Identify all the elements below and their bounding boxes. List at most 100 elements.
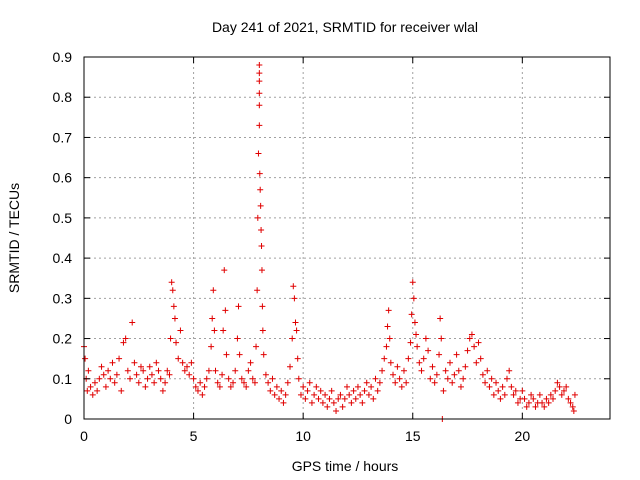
data-point [350,387,357,394]
data-point [155,367,162,374]
data-point [396,375,403,382]
y-tick-label: 0.5 [53,210,73,226]
data-point [440,387,447,394]
data-point [556,383,563,390]
data-point [328,387,335,394]
data-point [394,363,401,370]
data-point [398,383,405,390]
data-point [278,387,285,394]
x-axis-label: GPS time / hours [292,458,399,474]
data-point [451,371,458,378]
data-point [442,367,449,374]
data-point [223,351,230,358]
data-point [227,383,234,390]
data-point [212,367,219,374]
data-point [203,375,210,382]
data-point [284,379,291,386]
data-point [295,375,302,382]
data-point [315,395,322,402]
y-tick-label: 0.6 [53,170,73,186]
data-point [330,399,337,406]
data-point [287,363,294,370]
data-points [81,62,578,422]
data-point [164,367,171,374]
data-point [260,351,267,358]
data-point [282,391,289,398]
data-point [208,343,215,350]
data-point [490,391,497,398]
data-point [390,371,397,378]
data-point [368,383,375,390]
data-point [294,355,301,362]
data-point [547,391,554,398]
data-point [488,375,495,382]
data-point [473,359,480,366]
data-point [571,391,578,398]
grid [84,57,610,419]
data-point [376,379,383,386]
data-point [427,375,434,382]
data-point [387,359,394,366]
data-point [199,391,206,398]
y-tick-label: 0.3 [53,290,73,306]
data-point [235,303,242,310]
data-point [188,359,195,366]
data-point [324,403,331,410]
x-tick-label: 10 [295,428,311,444]
data-point [508,383,515,390]
data-point [265,379,272,386]
data-point [192,383,199,390]
data-point [541,403,548,410]
data-point [186,371,193,378]
data-point [460,375,467,382]
data-point [339,403,346,410]
data-point [197,379,204,386]
data-point [457,383,464,390]
data-point [352,395,359,402]
data-point [225,375,232,382]
data-point [210,287,217,294]
data-point [177,327,184,334]
data-point [153,359,160,366]
data-point [475,339,482,346]
x-tick-label: 5 [190,428,198,444]
data-point [414,343,421,350]
data-point [137,363,144,370]
data-point [501,391,508,398]
data-point [560,387,567,394]
data-point [346,391,353,398]
data-point [109,359,116,366]
data-point [479,371,486,378]
data-point [256,170,263,177]
data-point [333,407,340,414]
data-point [418,367,425,374]
data-point [530,395,537,402]
data-point [84,387,91,394]
data-point [267,387,274,394]
data-point [370,395,377,402]
data-point [98,363,105,370]
data-point [168,279,175,286]
data-point [256,78,263,85]
data-point [167,335,174,342]
data-point [405,355,412,362]
data-point [236,351,243,358]
data-point [363,379,370,386]
data-point [486,383,493,390]
data-point [539,399,546,406]
data-point [297,391,304,398]
data-point [521,395,528,402]
y-tick-label: 0.7 [53,129,73,145]
data-point [256,122,263,129]
data-point [159,387,166,394]
data-point [392,379,399,386]
data-point [243,383,250,390]
y-tick-label: 0.1 [53,371,73,387]
y-tick-label: 0.4 [53,250,73,266]
data-point [89,391,96,398]
data-point [563,383,570,390]
data-point [276,395,283,402]
data-point [385,307,392,314]
data-point [471,343,478,350]
